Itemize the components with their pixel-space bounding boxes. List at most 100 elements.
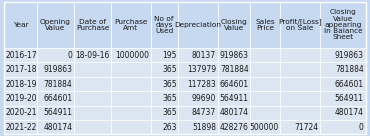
Bar: [320, 2, 366, 48]
Bar: [280, 2, 320, 48]
Text: 0: 0: [359, 123, 364, 132]
Text: 71724: 71724: [295, 123, 319, 132]
Text: Depreciation: Depreciation: [174, 22, 221, 28]
Text: 664601: 664601: [43, 94, 73, 103]
Text: 365: 365: [162, 108, 177, 117]
Bar: [280, 91, 320, 106]
Bar: [178, 48, 218, 62]
Text: 480174: 480174: [220, 108, 249, 117]
Bar: [320, 77, 366, 91]
Text: Opening
Value: Opening Value: [40, 19, 71, 31]
Text: 500000: 500000: [249, 123, 279, 132]
Bar: [111, 106, 151, 120]
Bar: [151, 91, 178, 106]
Text: 564911: 564911: [335, 94, 364, 103]
Text: 781884: 781884: [44, 80, 73, 89]
Bar: [218, 91, 250, 106]
Bar: [320, 106, 366, 120]
Text: Purchase
Amt: Purchase Amt: [114, 19, 148, 31]
Text: 2020-21: 2020-21: [6, 108, 37, 117]
Text: Date of
Purchase: Date of Purchase: [76, 19, 109, 31]
Bar: [74, 120, 111, 134]
Bar: [151, 2, 178, 48]
Bar: [111, 91, 151, 106]
Bar: [178, 91, 218, 106]
Text: 564911: 564911: [220, 94, 249, 103]
Text: 365: 365: [162, 65, 177, 74]
Bar: [74, 62, 111, 77]
Text: 781884: 781884: [220, 65, 249, 74]
Text: 480174: 480174: [44, 123, 73, 132]
Text: Profit/[Loss]
on Sale: Profit/[Loss] on Sale: [278, 18, 322, 31]
Bar: [37, 62, 74, 77]
Text: 2017-18: 2017-18: [6, 65, 37, 74]
Bar: [74, 2, 111, 48]
Bar: [218, 120, 250, 134]
Bar: [37, 91, 74, 106]
Text: 564911: 564911: [44, 108, 73, 117]
Text: 365: 365: [162, 80, 177, 89]
Bar: [250, 48, 280, 62]
Bar: [37, 48, 74, 62]
Text: 99690: 99690: [192, 94, 216, 103]
Bar: [178, 2, 218, 48]
Text: 18-09-16: 18-09-16: [75, 51, 110, 60]
Text: 2021-22: 2021-22: [6, 123, 37, 132]
Text: 2016-17: 2016-17: [6, 51, 37, 60]
Bar: [320, 91, 366, 106]
Bar: [250, 2, 280, 48]
Text: 80137: 80137: [192, 51, 216, 60]
Bar: [218, 106, 250, 120]
Bar: [37, 120, 74, 134]
Bar: [111, 120, 151, 134]
Bar: [250, 77, 280, 91]
Text: 0: 0: [68, 51, 73, 60]
Bar: [4, 62, 37, 77]
Text: Year: Year: [13, 22, 28, 28]
Text: Closing
Value: Closing Value: [221, 19, 247, 31]
Bar: [250, 120, 280, 134]
Bar: [178, 120, 218, 134]
Bar: [4, 106, 37, 120]
Bar: [74, 106, 111, 120]
Bar: [151, 62, 178, 77]
Text: 428276: 428276: [220, 123, 249, 132]
Bar: [4, 91, 37, 106]
Bar: [111, 62, 151, 77]
Text: 919863: 919863: [44, 65, 73, 74]
Text: 1000000: 1000000: [115, 51, 149, 60]
Bar: [37, 2, 74, 48]
Bar: [280, 77, 320, 91]
Text: 480174: 480174: [335, 108, 364, 117]
Text: 195: 195: [162, 51, 177, 60]
Bar: [74, 91, 111, 106]
Text: 51898: 51898: [192, 123, 216, 132]
Bar: [250, 106, 280, 120]
Bar: [178, 106, 218, 120]
Text: 919863: 919863: [335, 51, 364, 60]
Bar: [280, 106, 320, 120]
Bar: [320, 48, 366, 62]
Bar: [178, 77, 218, 91]
Text: 263: 263: [162, 123, 177, 132]
Text: Closing
Value
appearing
in Balance
Sheet: Closing Value appearing in Balance Sheet: [324, 9, 362, 40]
Bar: [4, 120, 37, 134]
Bar: [151, 48, 178, 62]
Bar: [250, 62, 280, 77]
Bar: [280, 48, 320, 62]
Text: 664601: 664601: [334, 80, 364, 89]
Bar: [74, 77, 111, 91]
Bar: [280, 120, 320, 134]
Bar: [178, 62, 218, 77]
Text: 84737: 84737: [192, 108, 216, 117]
Bar: [218, 2, 250, 48]
Bar: [111, 2, 151, 48]
Bar: [280, 62, 320, 77]
Text: 117283: 117283: [187, 80, 216, 89]
Bar: [151, 106, 178, 120]
Text: 137979: 137979: [187, 65, 216, 74]
Text: 2019-20: 2019-20: [6, 94, 37, 103]
Bar: [37, 106, 74, 120]
Bar: [4, 2, 37, 48]
Text: Sales
Price: Sales Price: [255, 19, 275, 31]
